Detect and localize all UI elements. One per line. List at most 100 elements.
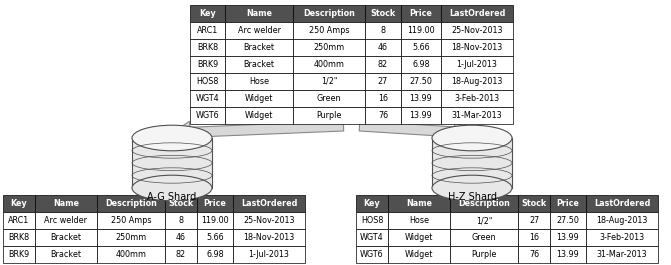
Text: Name: Name [246, 9, 272, 18]
Bar [165, 195, 197, 212]
Text: 5.66: 5.66 [412, 43, 430, 52]
Bar [441, 5, 513, 22]
Text: Name: Name [406, 199, 432, 208]
Bar [293, 90, 365, 107]
Text: 27: 27 [529, 216, 539, 225]
Bar [365, 22, 401, 39]
Bar [132, 138, 212, 188]
Text: WGT6: WGT6 [196, 111, 219, 120]
Bar [190, 90, 225, 107]
Polygon shape [359, 121, 472, 143]
Text: 82: 82 [378, 60, 388, 69]
Bar [518, 246, 550, 263]
Text: Key: Key [199, 9, 216, 18]
Text: 1/2": 1/2" [476, 216, 493, 225]
Bar [225, 39, 293, 56]
Bar [293, 39, 365, 56]
Text: 250mm: 250mm [313, 43, 345, 52]
Bar [441, 56, 513, 73]
Bar [401, 73, 441, 90]
Bar [190, 5, 225, 22]
Bar [233, 229, 305, 246]
Bar [190, 56, 225, 73]
Bar [225, 107, 293, 124]
Bar [197, 195, 233, 212]
Text: 82: 82 [176, 250, 186, 259]
Bar [97, 229, 165, 246]
Bar [401, 5, 441, 22]
Text: 76: 76 [529, 250, 539, 259]
Bar [3, 212, 35, 229]
Bar [586, 195, 658, 212]
Bar [401, 22, 441, 39]
Bar [356, 229, 388, 246]
Bar [586, 246, 658, 263]
Bar [356, 212, 388, 229]
Bar [165, 229, 197, 246]
Text: 31-Mar-2013: 31-Mar-2013 [452, 111, 503, 120]
Bar [550, 246, 586, 263]
Bar [97, 212, 165, 229]
Text: Bracket: Bracket [50, 233, 81, 242]
Text: 25-Nov-2013: 25-Nov-2013 [244, 216, 295, 225]
Bar [365, 73, 401, 90]
Text: 8: 8 [380, 26, 386, 35]
Bar [518, 229, 550, 246]
Bar [225, 22, 293, 39]
Text: H-Z Shard: H-Z Shard [448, 192, 497, 202]
Ellipse shape [432, 175, 512, 201]
Bar [165, 212, 197, 229]
Bar [550, 195, 586, 212]
Text: 1/2": 1/2" [321, 77, 338, 86]
Text: Purple: Purple [316, 111, 342, 120]
Bar [586, 212, 658, 229]
Text: Stock: Stock [521, 199, 547, 208]
Bar [450, 246, 518, 263]
Bar [3, 195, 35, 212]
Text: Price: Price [203, 199, 226, 208]
Text: 13.99: 13.99 [409, 111, 432, 120]
Bar [441, 107, 513, 124]
Text: Green: Green [317, 94, 342, 103]
Text: 250 Amps: 250 Amps [111, 216, 151, 225]
Text: 27.50: 27.50 [409, 77, 432, 86]
Bar [190, 39, 225, 56]
Text: 13.99: 13.99 [557, 250, 579, 259]
Bar [190, 22, 225, 39]
Bar [365, 107, 401, 124]
Text: 18-Aug-2013: 18-Aug-2013 [452, 77, 503, 86]
Ellipse shape [132, 125, 212, 151]
Text: 6.98: 6.98 [206, 250, 224, 259]
Text: 27.50: 27.50 [556, 216, 580, 225]
Text: Key: Key [364, 199, 380, 208]
Bar [365, 56, 401, 73]
Bar [401, 90, 441, 107]
Bar [233, 246, 305, 263]
Bar [441, 90, 513, 107]
Bar [233, 195, 305, 212]
Text: 119.00: 119.00 [407, 26, 435, 35]
Bar [401, 107, 441, 124]
Text: A-G Shard: A-G Shard [148, 192, 197, 202]
Text: HOS8: HOS8 [361, 216, 383, 225]
Text: Hose: Hose [249, 77, 269, 86]
Text: 18-Nov-2013: 18-Nov-2013 [244, 233, 295, 242]
Bar [441, 22, 513, 39]
Text: Description: Description [105, 199, 157, 208]
Bar [35, 246, 97, 263]
Bar [3, 246, 35, 263]
Bar [225, 56, 293, 73]
Text: Name: Name [53, 199, 79, 208]
Text: Hose: Hose [409, 216, 429, 225]
Text: 27: 27 [378, 77, 388, 86]
Text: Widget: Widget [405, 233, 433, 242]
Bar [35, 195, 97, 212]
Text: 119.00: 119.00 [201, 216, 229, 225]
Text: 46: 46 [176, 233, 186, 242]
Text: 46: 46 [378, 43, 388, 52]
Text: 6.98: 6.98 [412, 60, 430, 69]
Text: BRK8: BRK8 [197, 43, 218, 52]
Bar [388, 246, 450, 263]
Bar [233, 212, 305, 229]
Bar [190, 107, 225, 124]
